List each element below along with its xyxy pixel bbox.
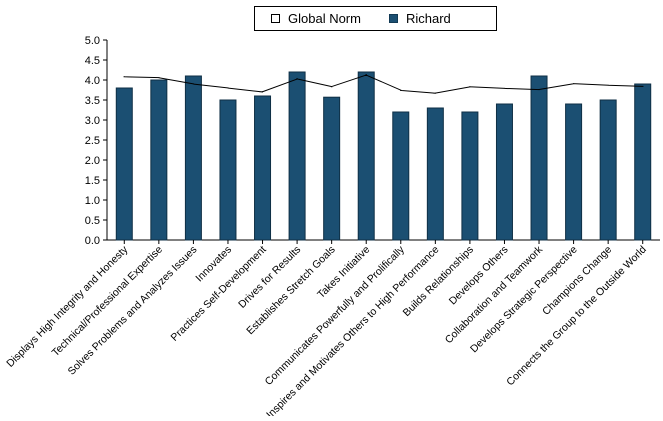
bar-richard: [495, 103, 513, 241]
x-tick-label: Solves Problems and Analyzes Issues: [66, 244, 200, 378]
y-tick-label: 0.5: [85, 215, 100, 227]
y-tick-label: 0.0: [85, 235, 100, 247]
bar-richard: [634, 83, 652, 241]
bar-richard: [530, 75, 548, 241]
y-tick-label: 4.5: [85, 55, 100, 67]
y-tick-label: 2.5: [85, 135, 100, 147]
bar-richard: [426, 107, 444, 241]
y-tick-label: 1.0: [85, 195, 100, 207]
bar-richard: [357, 71, 375, 241]
bar-richard: [219, 99, 237, 241]
bar-richard: [150, 79, 168, 241]
bar-richard: [115, 87, 133, 241]
bar-richard: [323, 96, 341, 241]
x-tick-label: Displays High Integrity and Honesty: [4, 243, 131, 370]
y-tick-label: 1.5: [85, 175, 100, 187]
bar-richard: [184, 75, 202, 241]
bar-richard: [288, 71, 306, 241]
bar-richard: [565, 103, 583, 241]
bar-richard: [599, 99, 617, 241]
bar-richard: [461, 111, 479, 241]
legend: Global Norm Richard: [254, 6, 497, 31]
y-tick-label: 3.5: [85, 95, 100, 107]
x-tick-label: Drives for Results: [236, 244, 303, 311]
y-tick-label: 4.0: [85, 75, 100, 87]
y-tick-label: 3.0: [85, 115, 100, 127]
y-tick-label: 2.0: [85, 155, 100, 167]
x-tick-label: Develops Others: [447, 244, 511, 308]
legend-item-richard: Richard: [388, 11, 451, 26]
line-global-norm: [123, 74, 644, 94]
legend-swatch-global-norm: [271, 14, 280, 23]
bar-richard: [254, 95, 272, 241]
legend-label-global-norm: Global Norm: [288, 11, 361, 26]
y-tick-label: 5.0: [85, 35, 100, 47]
bar-richard: [392, 111, 410, 241]
legend-label-richard: Richard: [405, 11, 451, 26]
legend-swatch-richard: [388, 14, 398, 23]
legend-item-global-norm: Global Norm: [271, 11, 361, 26]
